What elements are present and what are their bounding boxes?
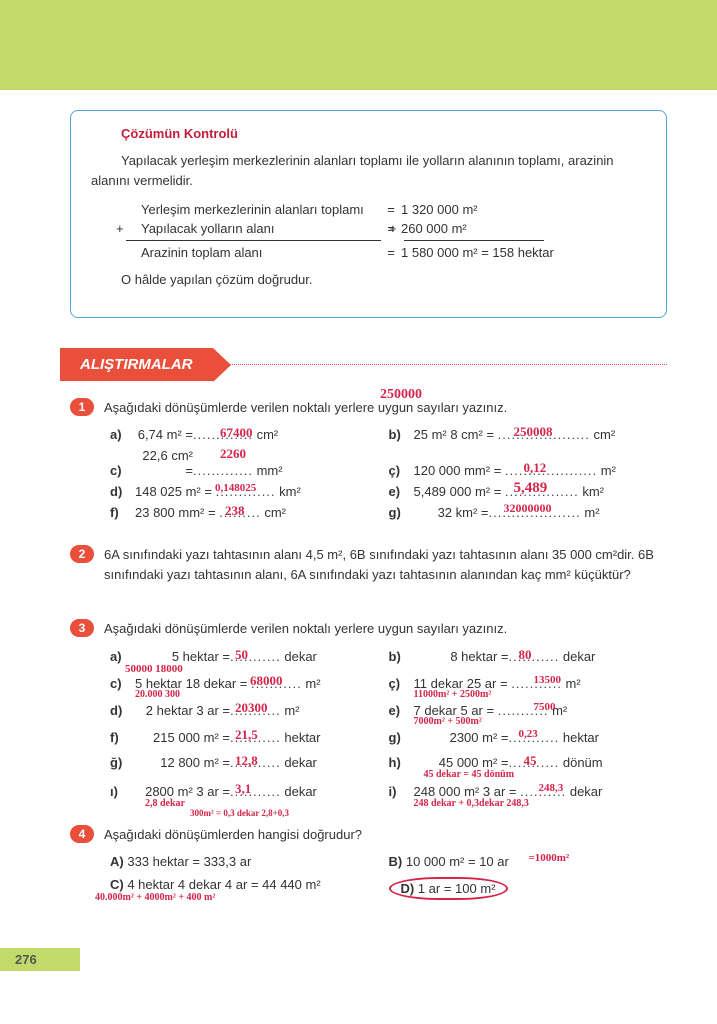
plus-icon: + — [116, 221, 124, 236]
question-number: 4 — [70, 825, 94, 843]
page-content: Çözümün Kontrolü Yapılacak yerleşim merk… — [0, 90, 717, 928]
solution-check-box: Çözümün Kontrolü Yapılacak yerleşim merk… — [70, 110, 667, 318]
question-1: 1 Aşağıdaki dönüşümlerde verilen noktalı… — [70, 398, 667, 418]
question-4: 4 Aşağıdaki dönüşümlerden hangisi doğrud… — [70, 825, 667, 845]
eq-line — [126, 240, 646, 241]
selected-answer: D) 1 ar = 100 m² — [389, 877, 508, 900]
box-intro: Yapılacak yerleşim merkezlerinin alanlar… — [91, 151, 646, 190]
question-number: 2 — [70, 545, 94, 563]
box-conclusion: O hâlde yapılan çözüm doğrudur. — [91, 270, 646, 290]
section-header: ALIŞTIRMALAR — [60, 348, 213, 381]
handwriting: 250000 — [380, 387, 422, 403]
eq-row-2: + Yapılacak yolların alanı = +260 000 m² — [126, 221, 646, 236]
eq-row-3: Arazinin toplam alanı = 1 580 000 m² = 1… — [126, 245, 646, 260]
question-3: 3 Aşağıdaki dönüşümlerde verilen noktalı… — [70, 619, 667, 639]
header-band — [0, 0, 717, 90]
question-number: 1 — [70, 398, 94, 416]
question-number: 3 — [70, 619, 94, 637]
eq-row-1: Yerleşim merkezlerinin alanları toplamı … — [126, 202, 646, 217]
question-2: 2 6A sınıfındaki yazı tahtasının alanı 4… — [70, 545, 667, 584]
box-title: Çözümün Kontrolü — [91, 126, 646, 141]
page-number: 276 — [0, 948, 80, 971]
